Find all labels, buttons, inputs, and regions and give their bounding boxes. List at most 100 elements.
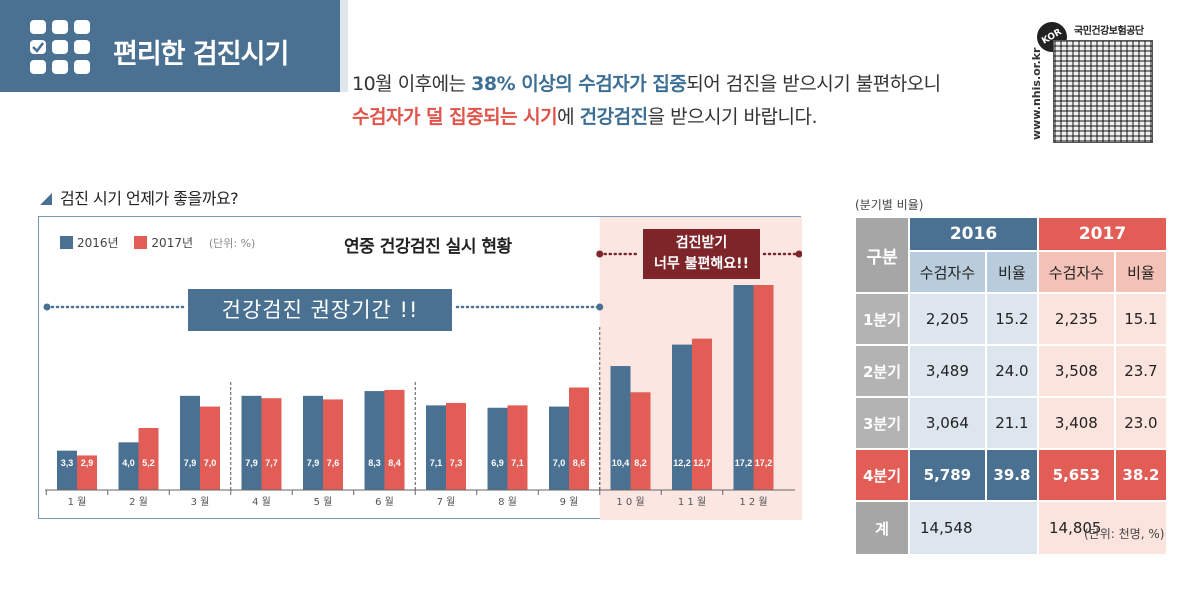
chart-legend: 2016년 2017년 (단위: %) [60,234,255,251]
bar-2016 [672,344,692,490]
bar-value-label: 7,1 [430,458,443,468]
column-header: 비율 [1115,252,1166,292]
bar-2017 [323,399,343,490]
bar-value-label: 7,9 [245,458,258,468]
intro-part: 10월 이후에는 [352,73,472,95]
bar-2016 [733,285,754,490]
triangle-bullet-icon [40,193,52,205]
table-row-highlight: 4분기 5,789 39.8 5,653 38.2 [856,450,1166,500]
bar-value-label: 5,2 [142,458,155,468]
bar-value-label: 6,9 [491,458,504,468]
table-cell: 5,789 [910,450,985,500]
bar-value-label: 7,9 [307,458,320,468]
table-cell: 15.1 [1115,294,1166,344]
bar-value-label: 7,1 [511,458,524,468]
table-cell: 15.2 [986,294,1037,344]
page-title: 편리한 검진시기 [113,39,289,70]
bar-value-label: 12,7 [693,458,711,468]
bar-value-label: 10,4 [612,458,630,468]
warning-line: 너무 불편해요!! [654,256,749,272]
bar-2016 [426,405,446,490]
legend-label: 2017년 [151,236,194,250]
legend-swatch [60,236,73,249]
row-label: 계 [856,502,908,554]
x-tick-label: 1 0 월 [616,496,644,508]
bar-value-label: 8,3 [368,458,381,468]
table-cell: 38.2 [1115,450,1166,500]
row-label: 1분기 [856,294,908,344]
row-label: 4분기 [856,450,908,500]
table-cell: 3,408 [1038,398,1114,448]
legend-label: 2016년 [77,236,119,250]
x-tick-label: 8 월 [498,496,517,508]
organization-name: 국민건강보험공단 [1074,26,1144,37]
banner-shadow [340,0,348,92]
legend-item-2016: 2016년 [60,236,119,250]
recommended-period-banner: 건강검진 권장기간 !! [188,289,452,331]
table-cell: 24.0 [986,346,1037,396]
table-cell: 39.8 [986,450,1037,500]
year-header-2016: 2016 [910,218,1037,250]
bar-value-label: 8,2 [634,458,647,468]
guide-endpoint [43,303,51,311]
x-tick-label: 1 1 월 [678,496,706,508]
bar-2017 [569,387,589,490]
guide-endpoint [596,250,604,258]
intro-part: 되어 검진을 받으시기 불편하오니 [686,73,941,95]
bar-2017 [507,405,528,490]
qr-code-icon[interactable] [1053,40,1153,143]
guide-endpoint [795,250,802,258]
checklist-grid-icon [30,20,90,74]
bar-value-label: 8,4 [388,458,401,468]
year-header-2017: 2017 [1038,218,1166,250]
table-row-total: 계 14,548 14,805 [856,502,1166,554]
table-cell: 23.7 [1115,346,1166,396]
x-tick-label: 3 월 [191,496,210,508]
x-tick-label: 6 월 [375,496,394,508]
bar-value-label: 7,0 [553,458,566,468]
bar-value-label: 17,2 [735,458,753,468]
intro-highlight: 건강검진 [579,106,648,128]
chart-unit: (단위: %) [208,237,256,250]
legend-item-2017: 2017년 [134,236,193,250]
table-row: 3분기 3,064 21.1 3,408 23.0 [856,398,1166,448]
table-cell: 3,508 [1038,346,1114,396]
bar-2017 [138,428,159,490]
bar-value-label: 2,9 [81,458,94,468]
bar-value-label: 17,2 [755,458,773,468]
bar-2016 [180,395,200,490]
intro-part: 을 받으시기 바랍니다. [647,106,818,128]
website-url[interactable]: www.nhis.or.kr [1030,47,1043,140]
bar-value-label: 12,2 [673,458,691,468]
intro-highlight: 38% 이상의 수검자가 집중 [471,73,687,95]
intro-part: 에 [557,106,580,128]
row-label: 3분기 [856,398,908,448]
bar-2016 [487,407,508,490]
x-tick-label: 5 월 [314,496,333,508]
x-tick-label: 1 2 월 [739,496,767,508]
table-cell: 14,805 [1038,502,1166,554]
bar-2017 [261,398,282,490]
legend-swatch [134,236,148,249]
bar-value-label: 7,9 [184,458,197,468]
table-cell: 2,205 [910,294,985,344]
bar-value-label: 7,6 [327,458,340,468]
table-cell: 23.0 [1115,398,1166,448]
section-title-text: 검진 시기 언제가 좋을까요? [60,189,239,208]
table-row: 1분기 2,205 15.2 2,235 15.1 [856,294,1166,344]
bar-2017 [384,389,405,490]
x-tick-label: 4 월 [252,496,271,508]
bar-2017 [77,455,97,490]
quarterly-stats-table: 구분 2016 2017 수검자수 비율 수검자수 비율 1분기 2,205 1… [854,216,1168,556]
section-title: 검진 시기 언제가 좋을까요? [40,185,239,209]
table-cell: 2,235 [1038,294,1114,344]
column-header: 수검자수 [1038,252,1114,292]
column-header: 비율 [986,252,1037,292]
bar-2017 [753,285,774,490]
row-label: 2분기 [856,346,908,396]
bar-2017 [200,406,220,490]
bar-value-label: 7,0 [204,458,217,468]
bar-value-label: 7,3 [450,458,463,468]
bar-2016 [549,406,569,490]
table-unit: (단위: 천명, %) [1084,527,1165,541]
